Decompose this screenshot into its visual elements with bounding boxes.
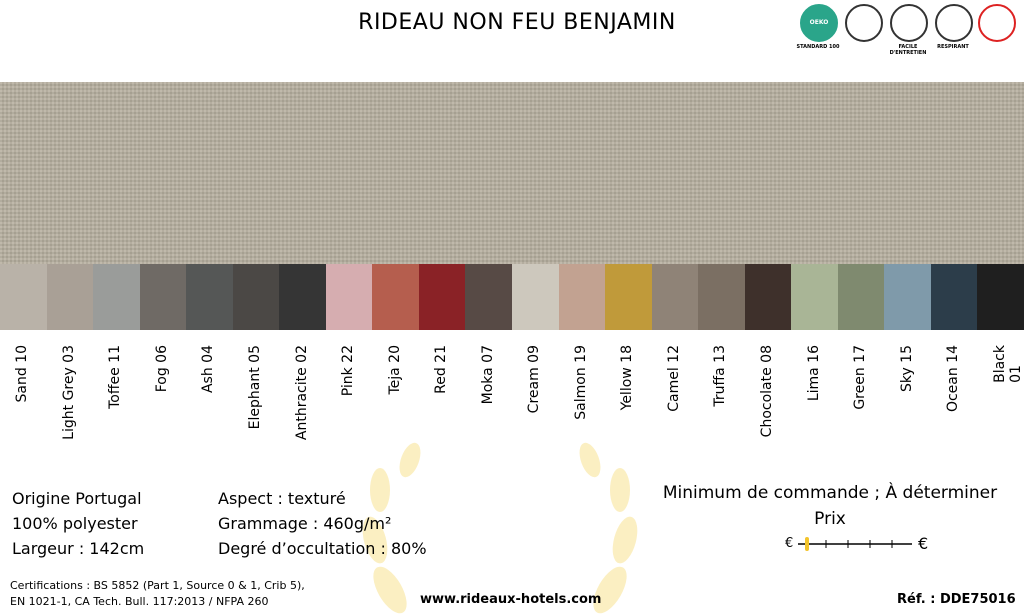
swatch-label: Truffa 13: [712, 345, 729, 407]
swatch-label: Red 21: [433, 345, 450, 394]
swatch: [791, 264, 839, 330]
swatch-label: Sand 10: [14, 345, 31, 403]
swatch-label: Pink 22: [340, 345, 357, 397]
swatch: [139, 264, 187, 330]
swatch-label: Toffee 11: [107, 345, 124, 409]
price-label: Prix: [814, 509, 846, 529]
swatch-label: Lima 16: [805, 345, 822, 402]
certification-line: EN 1021-1, CA Tech. Bull. 117:2013 / NFP…: [10, 595, 269, 608]
badge: [978, 4, 1016, 42]
swatch: [325, 264, 373, 330]
certifications: Certifications : BS 5852 (Part 1, Source…: [10, 578, 305, 610]
swatch-label: Teja 20: [386, 345, 403, 395]
swatch: [372, 264, 420, 330]
detail: Aspect : texturé: [218, 489, 346, 508]
badge-caption: STANDARD 100: [796, 44, 840, 50]
detail: 100% polyester: [12, 514, 138, 533]
swatch: [977, 264, 1024, 330]
reference: Réf. : DDE75016: [897, 592, 1016, 607]
price-scale: [798, 537, 912, 551]
swatch-label: Moka 07: [479, 345, 496, 405]
scale-max: €: [918, 534, 929, 553]
fabric-sample: [0, 82, 1024, 264]
swatch-label: Anthracite 02: [293, 345, 310, 441]
badge: OEKO TEX®: [800, 4, 838, 60]
swatch: [93, 264, 141, 330]
title: RIDEAU NON FEU BENJAMIN: [358, 10, 676, 35]
swatch-label: Ash 04: [200, 345, 217, 394]
swatch: [744, 264, 792, 330]
swatch: [512, 264, 560, 330]
detail: Grammage : 460g/m²: [218, 514, 392, 533]
swatch: [884, 264, 932, 330]
swatch: [0, 264, 48, 330]
swatch-label: Fog 06: [153, 345, 170, 393]
swatch-label: Light Grey 03: [60, 345, 77, 440]
detail: Origine Portugal: [12, 489, 142, 508]
swatch: [279, 264, 327, 330]
detail: Largeur : 142cm: [12, 539, 145, 558]
details-middle: Aspect : texturé Grammage : 460g/m² Degré …: [218, 486, 427, 561]
swatch: [930, 264, 978, 330]
swatch: [605, 264, 653, 330]
swatch: [698, 264, 746, 330]
swatch-label: Salmon 19: [572, 345, 589, 420]
certification-line: Certifications : BS 5852 (Part 1, Source…: [10, 579, 305, 592]
swatch-label: Chocolate 08: [759, 345, 775, 438]
minimum-order: Minimum de commande ; À déterminer: [662, 483, 998, 503]
badge: [935, 4, 973, 42]
swatch-label: Elephant 05: [247, 345, 263, 430]
badge-caption: RESPIRANT: [937, 44, 969, 50]
order-info: Minimum de commande ; À déterminer Prix: [640, 480, 1020, 532]
swatch: [232, 264, 280, 330]
laurel-watermark: [362, 442, 638, 614]
details-left: Origine Portugal 100% polyester Largeur : …: [12, 486, 144, 561]
detail: Degré d’occultation : 80%: [218, 539, 427, 558]
swatch-label: Cream 09: [526, 345, 543, 414]
swatch-label: Yellow 18: [619, 345, 636, 411]
swatch-label: Black 01: [991, 345, 1024, 383]
swatch: [465, 264, 513, 330]
swatch: [558, 264, 606, 330]
website: www.rideaux-hotels.com: [420, 592, 602, 607]
swatch: [418, 264, 466, 330]
swatch: [837, 264, 885, 330]
badge-caption: FACILE D'ENTRETIEN: [889, 44, 927, 56]
swatch-label: Camel 12: [665, 345, 682, 412]
badge: [890, 4, 928, 42]
scale-min: €: [785, 536, 794, 551]
swatch: [186, 264, 234, 330]
badge: [845, 4, 883, 42]
swatch-label: Ocean 14: [945, 345, 962, 413]
swatch-label: Green 17: [852, 345, 869, 410]
swatch: [46, 264, 94, 330]
swatch: [651, 264, 699, 330]
swatch-label: Sky 15: [898, 345, 915, 393]
